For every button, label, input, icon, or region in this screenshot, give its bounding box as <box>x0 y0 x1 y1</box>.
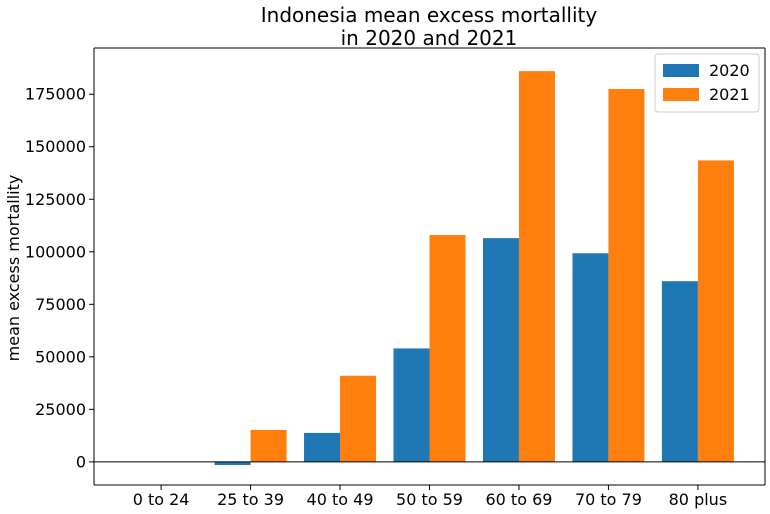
y-tick-label: 125000 <box>25 190 86 209</box>
x-tick-label: 40 to 49 <box>307 490 374 509</box>
y-tick-label: 0 <box>76 452 86 471</box>
bar-2021-1 <box>250 429 287 462</box>
legend-label-2020: 2020 <box>709 61 750 80</box>
legend-swatch-2021 <box>663 88 699 101</box>
legend-label-2021: 2021 <box>709 85 750 104</box>
bar-2021-6 <box>697 160 734 462</box>
bar-2021-2 <box>340 375 377 462</box>
x-tick-label: 60 to 69 <box>485 490 552 509</box>
y-tick-label: 50000 <box>35 347 86 366</box>
y-tick-label: 25000 <box>35 400 86 419</box>
bar-2020-6 <box>661 281 698 462</box>
x-tick-label: 80 plus <box>669 490 728 509</box>
bar-2021-4 <box>518 71 555 462</box>
y-tick-label: 150000 <box>25 137 86 156</box>
chart-title-line-1: Indonesia mean excess mortallity <box>261 3 598 27</box>
x-tick-label: 0 to 24 <box>133 490 190 509</box>
legend: 2020 2021 <box>654 53 760 113</box>
chart-title-line-2: in 2020 and 2021 <box>341 26 518 50</box>
bar-2020-3 <box>393 348 430 462</box>
x-tick-label: 70 to 79 <box>575 490 642 509</box>
y-axis-label: mean excess mortallity <box>4 175 23 362</box>
bar-2020-5 <box>572 253 609 462</box>
y-tick-label: 100000 <box>25 242 86 261</box>
bar-2020-2 <box>304 432 341 462</box>
bar-2021-5 <box>608 88 645 462</box>
plot-area: 0 25000 50000 75000 100000 125000 150000 175000… <box>25 47 766 509</box>
bar-2020-4 <box>482 238 519 462</box>
x-tick-label: 50 to 59 <box>396 490 463 509</box>
y-tick-label: 175000 <box>25 85 86 104</box>
bar-2021-3 <box>429 234 466 462</box>
y-tick-label: 75000 <box>35 295 86 314</box>
legend-swatch-2020 <box>663 64 699 77</box>
x-tick-label: 25 to 39 <box>217 490 284 509</box>
bar-2020-1 <box>214 461 251 466</box>
